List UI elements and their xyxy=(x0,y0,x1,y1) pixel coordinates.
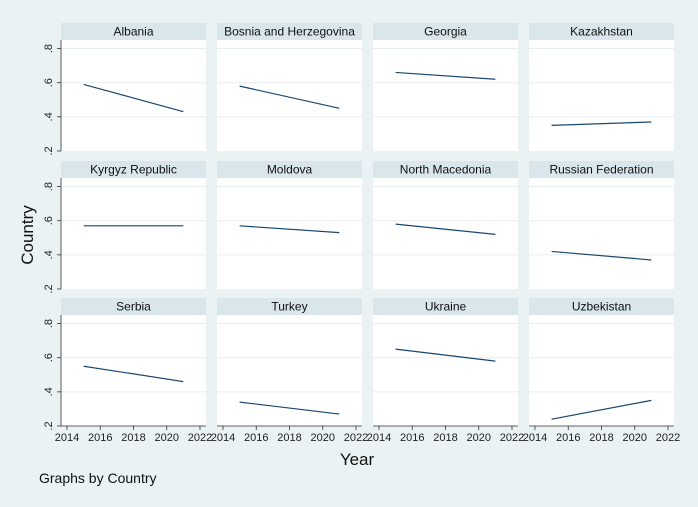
y-tick-label: .6 xyxy=(43,216,55,225)
y-tick-label: .2 xyxy=(43,146,55,155)
x-tick-label: 2022 xyxy=(344,432,368,444)
plot-area xyxy=(373,40,518,151)
x-tick-label: 2018 xyxy=(121,432,145,444)
x-tick-label: 2020 xyxy=(155,432,179,444)
x-tick-label: 2020 xyxy=(311,432,335,444)
panel-title: Moldova xyxy=(267,163,313,177)
plot-area xyxy=(61,178,206,289)
panel-title: Bosnia and Herzegovina xyxy=(224,25,355,39)
y-tick-label: .6 xyxy=(43,78,55,87)
x-tick-label: 2020 xyxy=(623,432,647,444)
x-tick-label: 2018 xyxy=(433,432,457,444)
panel-bosnia-and-herzegovina: Bosnia and Herzegovina xyxy=(217,23,362,151)
x-tick-label: 2014 xyxy=(367,432,391,444)
panel-title: Ukraine xyxy=(425,300,467,314)
y-tick-label: .8 xyxy=(43,319,55,328)
plot-area xyxy=(529,40,674,151)
x-tick-label: 2016 xyxy=(556,432,580,444)
panel-title: Serbia xyxy=(116,300,151,314)
plot-area xyxy=(217,40,362,151)
y-tick-label: .4 xyxy=(43,387,55,396)
graph-note: Graphs by Country xyxy=(39,470,157,486)
y-tick-label: .2 xyxy=(43,421,55,430)
plot-area xyxy=(217,178,362,289)
panel-serbia: Serbia .2 .4 .6 .8 2014 2016 2018 2020 2022 xyxy=(43,298,212,444)
panel-ukraine: Ukraine 2014 2016 2018 2020 2022 xyxy=(367,298,524,444)
y-tick-label: .2 xyxy=(43,284,55,293)
panel-uzbekistan: Uzbekistan 2014 2016 2018 2020 2022 xyxy=(523,298,680,444)
panel-russian-federation: Russian Federation xyxy=(529,161,674,289)
plot-area xyxy=(217,315,362,426)
x-tick-label: 2022 xyxy=(656,432,680,444)
x-tick-label: 2022 xyxy=(188,432,212,444)
panel-albania: Albania .2 .4 .6 .8 xyxy=(43,23,206,156)
panel-kyrgyz-republic: Kyrgyz Republic .2 .4 .6 .8 xyxy=(43,161,206,294)
panel-title: Kyrgyz Republic xyxy=(90,163,177,177)
x-tick-label: 2016 xyxy=(88,432,112,444)
y-tick-label: .8 xyxy=(43,182,55,191)
x-tick-label: 2014 xyxy=(211,432,235,444)
x-tick-label: 2022 xyxy=(500,432,524,444)
panel-north-macedonia: North Macedonia xyxy=(373,161,518,289)
plot-area xyxy=(61,315,206,426)
y-tick-label: .4 xyxy=(43,112,55,121)
x-tick-label: 2016 xyxy=(244,432,268,444)
panel-kazakhstan: Kazakhstan xyxy=(529,23,674,151)
panel-title: Uzbekistan xyxy=(572,300,631,314)
x-tick-label: 2016 xyxy=(400,432,424,444)
plot-area xyxy=(373,178,518,289)
panel-title: Georgia xyxy=(424,25,467,39)
panel-georgia: Georgia xyxy=(373,23,518,151)
x-tick-label: 2014 xyxy=(523,432,547,444)
y-axis-title: Country xyxy=(18,205,37,265)
panel-title: Albania xyxy=(113,25,153,39)
panel-title: Turkey xyxy=(271,300,307,314)
panel-title: Kazakhstan xyxy=(570,25,633,39)
x-axis-title: Year xyxy=(340,450,375,469)
x-tick-label: 2018 xyxy=(277,432,301,444)
y-tick-label: .6 xyxy=(43,353,55,362)
plot-area xyxy=(529,178,674,289)
plot-area xyxy=(373,315,518,426)
panel-moldova: Moldova xyxy=(217,161,362,289)
y-tick-label: .8 xyxy=(43,44,55,53)
x-tick-label: 2014 xyxy=(55,432,79,444)
y-tick-label: .4 xyxy=(43,250,55,259)
plot-area xyxy=(61,40,206,151)
panel-title: Russian Federation xyxy=(549,163,653,177)
x-tick-label: 2020 xyxy=(467,432,491,444)
panel-turkey: Turkey 2014 2016 2018 2020 2022 xyxy=(211,298,368,444)
x-tick-label: 2018 xyxy=(589,432,613,444)
panel-title: North Macedonia xyxy=(400,163,492,177)
